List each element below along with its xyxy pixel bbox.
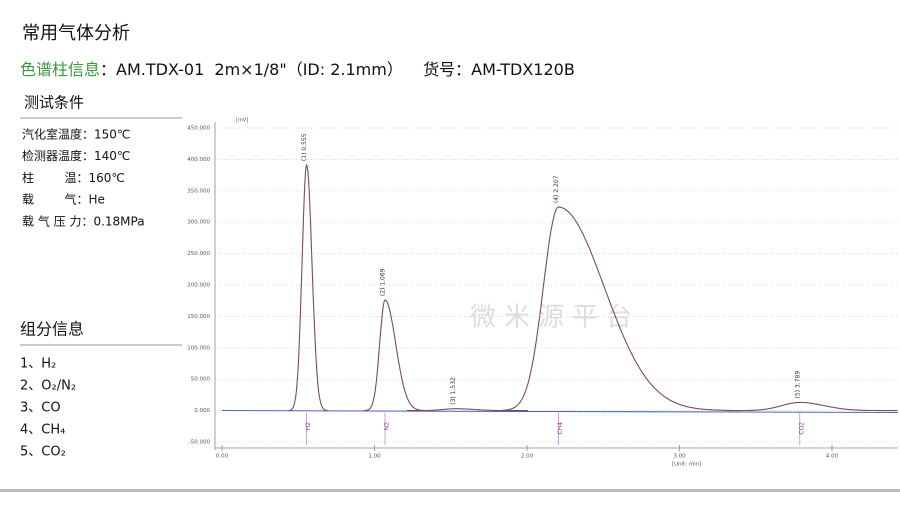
x-tick-label: 3.00 xyxy=(673,454,686,460)
peak-label: (4) 2.207 xyxy=(553,175,560,203)
x-tick-label: 4.00 xyxy=(826,454,839,460)
section-title: 测试条件 xyxy=(24,94,84,112)
peak xyxy=(497,206,741,412)
y-tick-label: 200.000 xyxy=(187,283,210,289)
x-tick-label: 2.00 xyxy=(521,454,534,460)
y-tick-label: 350.000 xyxy=(187,188,210,194)
y-tick-label: 50.000 xyxy=(191,377,211,383)
bottom-bar xyxy=(0,489,900,492)
peak-label: (1) 0.555 xyxy=(301,133,308,161)
x-unit: [Unit: min] xyxy=(672,462,701,468)
y-tick-label: 100.000 xyxy=(187,345,210,351)
y-tick-label: -50.000 xyxy=(189,440,211,446)
condition: 载 气：He xyxy=(22,192,105,207)
component: 1、H₂ xyxy=(20,357,56,372)
y-tick-label: 400.000 xyxy=(187,157,210,163)
chromatogram: 微米源平台 [mV] 450.000 400.000 350.000 300.000 250… xyxy=(187,118,899,468)
y-tick-label: 300.000 xyxy=(187,220,210,226)
component: 5、CO₂ xyxy=(20,445,66,460)
peak-label: (3) 1.532 xyxy=(450,377,457,405)
x-tick-label: 0.00 xyxy=(216,454,229,460)
condition: 汽化室温度：150℃ xyxy=(22,127,130,142)
column-info: ：AM.TDX-01 2m×1/8"（ID: 2.1mm） 货号：AM-TDX1… xyxy=(100,60,575,79)
y-tick-label: 250.000 xyxy=(187,251,210,257)
y-tick-label: 450.000 xyxy=(187,126,210,132)
y-unit: [mV] xyxy=(236,118,248,124)
peak xyxy=(288,163,328,412)
y-tick-label: 150.000 xyxy=(187,314,210,320)
y-tick-label: 0.000 xyxy=(194,408,210,414)
peak xyxy=(726,401,898,412)
peak-label: (2) 1.069 xyxy=(380,268,387,296)
watermark: 微米源平台 xyxy=(470,303,640,333)
condition: 柱 温：160℃ xyxy=(22,170,125,185)
section-title: 组分信息 xyxy=(20,320,84,339)
component: 2、O₂/N₂ xyxy=(20,379,76,394)
peak xyxy=(363,299,428,412)
component-name: CH4 xyxy=(557,422,564,435)
title: 常用气体分析 xyxy=(22,23,130,44)
column-line: 色谱柱信息：AM.TDX-01 2m×1/8"（ID: 2.1mm） 货号：AM… xyxy=(20,60,575,79)
condition: 检测器温度：140℃ xyxy=(22,148,130,163)
component: 4、CH₄ xyxy=(20,423,65,438)
peak xyxy=(406,408,529,412)
column-label: 色谱柱信息 xyxy=(20,60,100,79)
component-name: H2 xyxy=(305,422,312,431)
peak-label: (5) 3.789 xyxy=(794,371,801,399)
condition: 载 气 压 力：0.18MPa xyxy=(22,213,145,228)
component-name: CO2 xyxy=(798,422,805,435)
baseline xyxy=(221,410,899,413)
x-tick-label: 1.00 xyxy=(368,454,381,460)
component-name: N2 xyxy=(384,422,391,430)
component: 3、CO xyxy=(20,401,61,416)
